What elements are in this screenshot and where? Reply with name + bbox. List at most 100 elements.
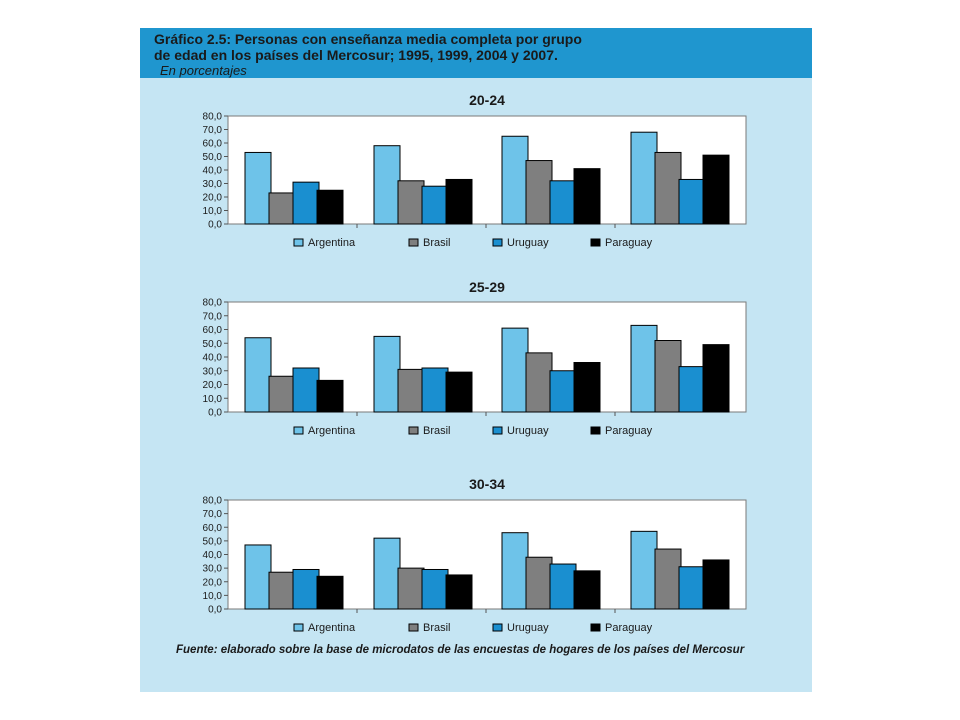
legend-label-paraguay: Paraguay <box>605 237 653 249</box>
bar-uruguay-3 <box>549 180 577 225</box>
bar-uruguay-4 <box>678 566 706 610</box>
bar-brasil-2 <box>397 180 425 225</box>
bar-brasil-2 <box>397 368 425 413</box>
y-tick-label: 30,0 <box>203 564 223 575</box>
legend-label-brasil: Brasil <box>423 622 451 634</box>
legend-label-brasil: Brasil <box>423 237 451 249</box>
bar-brasil-2 <box>397 567 425 610</box>
charts-area: 20-24 80,0 70,0 60,0 50,0 40,0 30,0 20,0 10,0 0,0… <box>203 92 747 634</box>
y-tick-label: 20,0 <box>203 193 223 204</box>
y-tick-label: 60,0 <box>203 325 223 336</box>
y-tick-label: 80,0 <box>203 496 223 507</box>
y-tick-label: 20,0 <box>203 380 223 391</box>
bar-uruguay-2 <box>421 185 449 225</box>
bar-paraguay-1 <box>316 189 344 225</box>
bar-argentina-3 <box>501 135 529 225</box>
bar-brasil-1 <box>268 192 296 225</box>
bar-argentina-1 <box>244 337 272 413</box>
bar-brasil-3 <box>525 556 553 610</box>
bar-uruguay-1 <box>292 568 320 610</box>
bar-argentina-2 <box>373 537 401 610</box>
legend-swatch-argentina <box>293 238 304 247</box>
y-tick-label: 20,0 <box>203 577 223 588</box>
bar-paraguay-1 <box>316 379 344 413</box>
bar-brasil-4 <box>654 340 682 413</box>
legend-swatch-paraguay <box>590 623 601 632</box>
bar-brasil-1 <box>268 571 296 610</box>
bar-paraguay-4 <box>702 154 730 225</box>
legend-label-uruguay: Uruguay <box>507 425 549 437</box>
legend-swatch-uruguay <box>492 623 503 632</box>
y-tick-label: 50,0 <box>203 536 223 547</box>
bar-argentina-4 <box>630 324 658 413</box>
chart-title: 25-29 <box>469 279 505 295</box>
y-tick-label: 60,0 <box>203 523 223 534</box>
legend-swatch-argentina <box>293 623 304 632</box>
y-tick-label: 70,0 <box>203 509 223 520</box>
y-tick-label: 70,0 <box>203 311 223 322</box>
y-tick-label: 60,0 <box>203 139 223 150</box>
chart-title: 30-34 <box>469 476 505 492</box>
figure-label: Gráfico 2.5: <box>154 31 232 47</box>
bar-argentina-2 <box>373 335 401 413</box>
legend-label-argentina: Argentina <box>308 622 356 634</box>
y-tick-label: 70,0 <box>203 125 223 136</box>
legend-swatch-brasil <box>408 426 419 435</box>
bar-paraguay-2 <box>445 178 473 225</box>
legend-label-argentina: Argentina <box>308 425 356 437</box>
bar-uruguay-2 <box>421 367 449 413</box>
bar-argentina-2 <box>373 145 401 225</box>
legend-label-argentina: Argentina <box>308 237 356 249</box>
y-tick-label: 10,0 <box>203 394 223 405</box>
y-tick-label: 30,0 <box>203 366 223 377</box>
y-tick-label: 50,0 <box>203 339 223 350</box>
legend-label-uruguay: Uruguay <box>507 237 549 249</box>
bar-brasil-4 <box>654 151 682 225</box>
figure-title-line2: de edad en los países del Mercosur; 1995… <box>154 47 558 63</box>
bar-paraguay-3 <box>573 570 601 610</box>
y-tick-label: 80,0 <box>203 112 223 123</box>
legend-label-paraguay: Paraguay <box>605 622 653 634</box>
y-tick-label: 40,0 <box>203 166 223 177</box>
bar-brasil-3 <box>525 160 553 225</box>
bar-paraguay-3 <box>573 168 601 225</box>
bar-paraguay-4 <box>702 344 730 413</box>
bar-uruguay-1 <box>292 181 320 225</box>
bar-uruguay-2 <box>421 568 449 610</box>
figure-title-line1: Gráfico 2.5: Personas con enseñanza medi… <box>154 31 582 48</box>
figure-title-text: Personas con enseñanza media completa po… <box>234 31 582 47</box>
bar-brasil-4 <box>654 548 682 610</box>
y-tick-label: 40,0 <box>203 550 223 561</box>
bar-argentina-3 <box>501 327 529 413</box>
legend-swatch-uruguay <box>492 426 503 435</box>
chart-title: 20-24 <box>469 92 505 108</box>
chart-3: 30-34 80,0 70,0 60,0 50,0 40,0 30,0 20,0 10,0 0,0… <box>203 476 747 634</box>
bar-argentina-1 <box>244 544 272 610</box>
figure-panel: Gráfico 2.5: Personas con enseñanza medi… <box>140 28 812 692</box>
bar-argentina-3 <box>501 532 529 610</box>
bar-paraguay-4 <box>702 559 730 610</box>
y-tick-label: 0,0 <box>208 408 222 419</box>
chart-2: 25-29 80,0 70,0 60,0 50,0 40,0 30,0 20,0 10,0 0,0… <box>203 279 747 437</box>
legend-label-uruguay: Uruguay <box>507 622 549 634</box>
bar-uruguay-4 <box>678 178 706 225</box>
figure-subtitle: En porcentajes <box>160 63 247 78</box>
legend-label-brasil: Brasil <box>423 425 451 437</box>
y-tick-label: 30,0 <box>203 179 223 190</box>
source-note: Fuente: elaborado sobre la base de micro… <box>176 644 745 656</box>
bar-paraguay-2 <box>445 371 473 413</box>
legend-swatch-brasil <box>408 623 419 632</box>
y-tick-label: 0,0 <box>208 220 222 231</box>
bar-uruguay-4 <box>678 366 706 413</box>
bar-argentina-1 <box>244 151 272 225</box>
legend-label-paraguay: Paraguay <box>605 425 653 437</box>
bar-uruguay-3 <box>549 370 577 413</box>
y-tick-label: 0,0 <box>208 605 222 616</box>
y-tick-label: 50,0 <box>203 152 223 163</box>
bar-paraguay-2 <box>445 574 473 610</box>
chart-1: 20-24 80,0 70,0 60,0 50,0 40,0 30,0 20,0 10,0 0,0… <box>203 92 747 249</box>
bar-uruguay-3 <box>549 563 577 610</box>
bar-paraguay-3 <box>573 362 601 413</box>
y-tick-label: 80,0 <box>203 298 223 309</box>
bar-argentina-4 <box>630 131 658 225</box>
